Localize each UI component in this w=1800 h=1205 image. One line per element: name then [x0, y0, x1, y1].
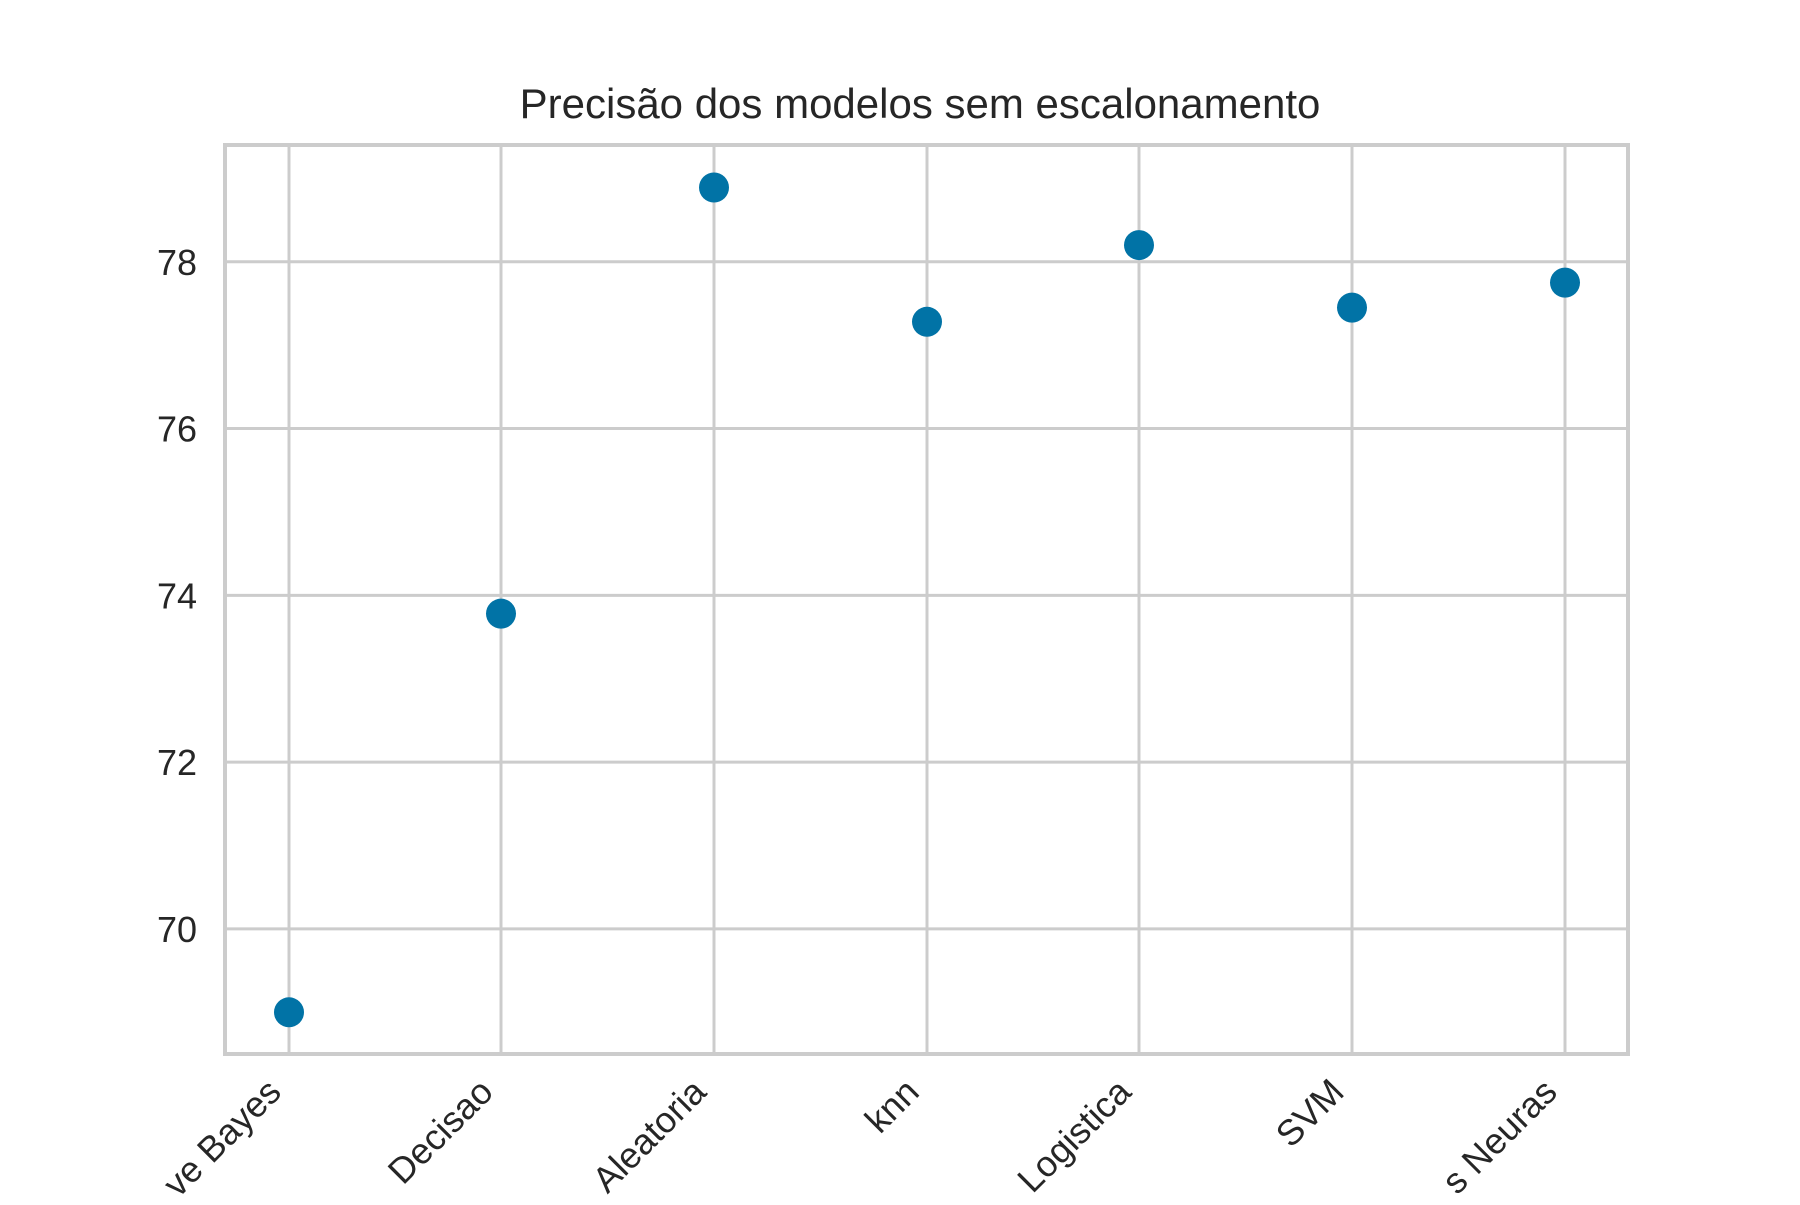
grid [225, 145, 1628, 1054]
data-point [1124, 230, 1154, 261]
data-points [274, 172, 1580, 1028]
data-point [1337, 292, 1367, 323]
data-point [699, 172, 729, 203]
x-tick-label: s Neuras [1434, 1071, 1565, 1200]
y-tick-label: 72 [157, 742, 197, 783]
data-point [274, 997, 304, 1028]
x-axis-ticks: ve Bayes Decisao Aleatoria knn Logistica SVM s… [155, 1070, 1565, 1204]
chart-title: Precisão dos modelos sem escalonamento [520, 80, 1321, 127]
plot-border [223, 143, 1630, 1056]
data-point [486, 598, 516, 629]
y-tick-label: 76 [157, 409, 197, 450]
y-tick-label: 74 [157, 575, 197, 616]
y-tick-label: 78 [157, 242, 197, 283]
y-axis-ticks: 70 72 74 76 78 [157, 242, 197, 950]
data-point [912, 306, 942, 337]
plot-frame [223, 143, 1630, 1056]
x-tick-label: ve Bayes [155, 1071, 289, 1200]
x-tick-label: SVM [1268, 1071, 1352, 1155]
x-tick-label: Aleatoria [584, 1070, 714, 1200]
x-tick-label: Logistica [1009, 1070, 1139, 1200]
x-tick-label: Decisao [380, 1071, 501, 1192]
x-tick-label: knn [857, 1071, 927, 1141]
data-point [1550, 267, 1580, 298]
y-tick-label: 70 [157, 909, 197, 950]
